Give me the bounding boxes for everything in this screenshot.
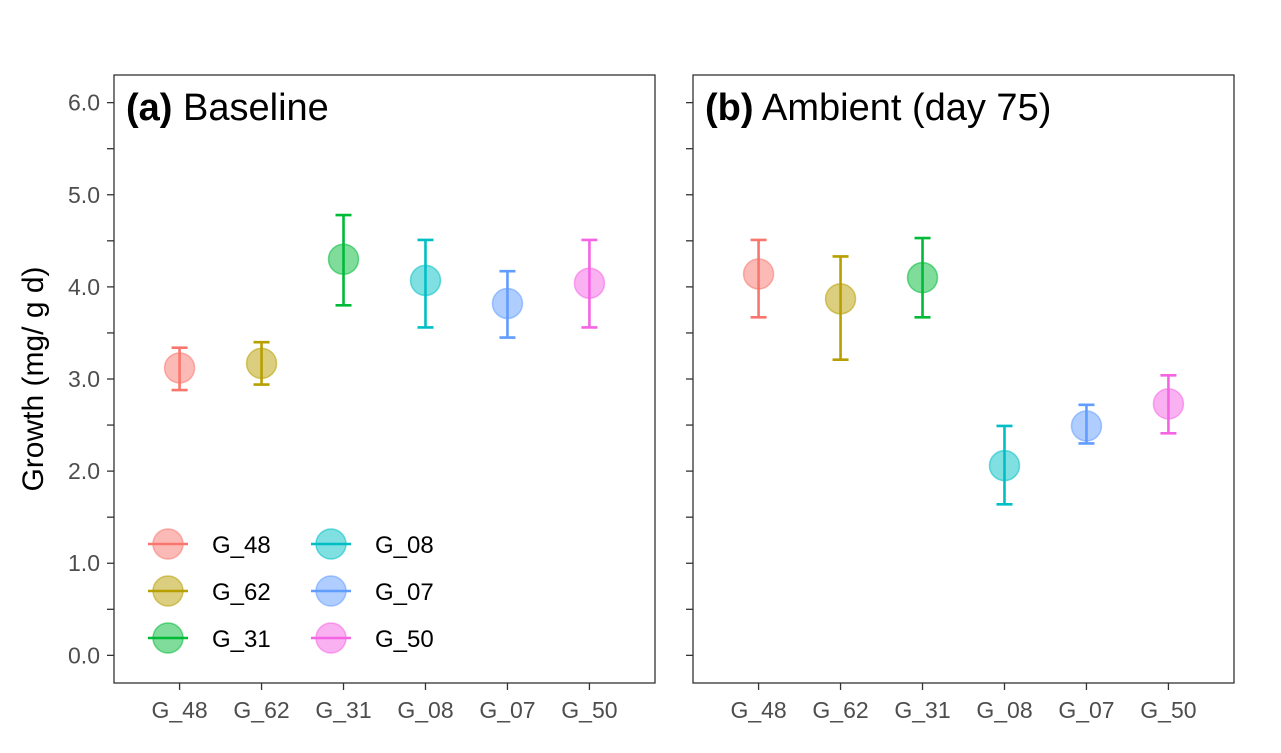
legend-g48-label: G_48 (212, 532, 271, 559)
panel-a-x-tick-label: G_08 (397, 697, 453, 723)
y-tick-label: 2.0 (68, 458, 100, 484)
legend-g50-marker (315, 622, 347, 654)
legend-g07-label: G_07 (375, 579, 434, 606)
panel-a-g48-point (163, 352, 196, 384)
legend-g08-label: G_08 (375, 532, 434, 559)
legend-g31-marker (152, 622, 184, 654)
legend-g08-marker (315, 528, 347, 560)
panel-a-g08-point (409, 264, 442, 297)
panel-b-x-tick-label: G_62 (812, 697, 868, 723)
panel-b-g31-point (906, 261, 939, 294)
legend-g31-label: G_31 (212, 626, 271, 653)
legend-g48-marker (152, 528, 184, 560)
panel-a-g62-point (245, 347, 278, 380)
legend-g50-label: G_50 (375, 626, 434, 653)
panel-b-title-text: Ambient (day 75) (754, 87, 1052, 129)
y-tick-label: 3.0 (68, 366, 100, 392)
panel-b-g48-point (742, 258, 775, 290)
y-tick-label: 6.0 (68, 90, 100, 116)
panel-b-x-tick-label: G_48 (730, 697, 786, 723)
y-tick-label: 4.0 (68, 274, 100, 300)
panel-b-x-tick-label: G_07 (1058, 697, 1114, 723)
panel-b-g08-point (988, 449, 1021, 482)
panel-a-g50-point (573, 267, 606, 299)
panel-b-x-tick-label: G_31 (894, 697, 950, 723)
panel-a-g31-point (327, 243, 360, 275)
legend-g07-marker (315, 575, 347, 607)
panel-b-title: (b) Ambient (day 75) (705, 87, 1051, 129)
panel-b-x-tick-label: G_50 (1140, 697, 1196, 723)
panel-a-x-tick-label: G_31 (315, 697, 371, 723)
panel-b-g07-point (1070, 410, 1103, 442)
panel-a-x-tick-label: G_62 (233, 697, 289, 723)
panel-a-tag: (a) (126, 87, 172, 129)
panel-b-x-tick-label: G_08 (976, 697, 1032, 723)
panel-a-title: (a) Baseline (126, 87, 329, 129)
panel-b-tag: (b) (705, 87, 754, 129)
legend-g62-marker (152, 575, 184, 607)
panel-a-title-text: Baseline (172, 87, 328, 129)
y-axis-label: Growth (mg/ g d) (17, 266, 50, 491)
y-tick-label: 5.0 (68, 182, 100, 208)
panel-a-x-tick-label: G_07 (479, 697, 535, 723)
panel-b-g62-point (824, 283, 857, 315)
panel-a-g07-point (491, 287, 524, 320)
panel-b-frame (692, 74, 1235, 684)
panel-a-x-tick-label: G_48 (151, 697, 207, 723)
panel-a-x-tick-label: G_50 (561, 697, 617, 723)
y-tick-label: 1.0 (68, 550, 100, 576)
panel-b-g50-point (1152, 388, 1185, 420)
y-tick-label: 0.0 (68, 642, 100, 668)
legend-g62-label: G_62 (212, 579, 271, 606)
panel-a-frame (113, 74, 656, 684)
